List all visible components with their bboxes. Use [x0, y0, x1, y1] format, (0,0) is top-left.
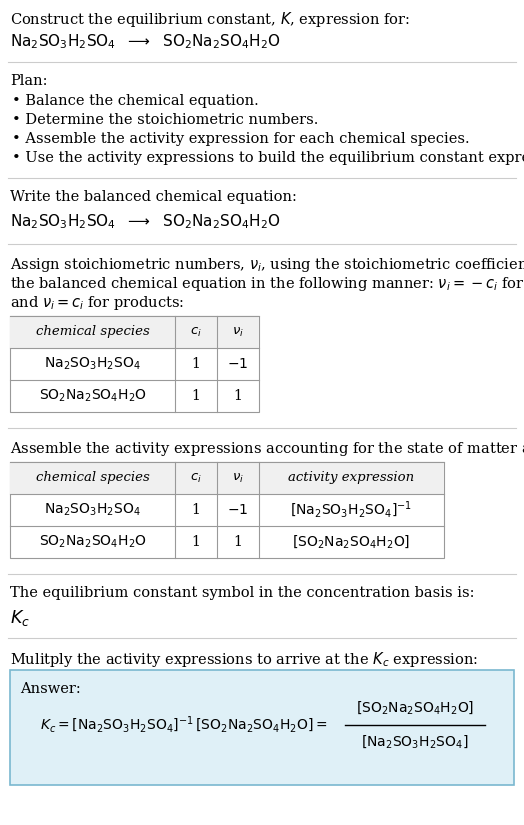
Text: Assemble the activity expressions accounting for the state of matter and $\nu_i$: Assemble the activity expressions accoun… — [10, 440, 524, 458]
Text: Write the balanced chemical equation:: Write the balanced chemical equation: — [10, 190, 297, 204]
Text: and $\nu_i = c_i$ for products:: and $\nu_i = c_i$ for products: — [10, 294, 184, 312]
Text: $\mathrm{SO_2Na_2SO_4H_2O}$: $\mathrm{SO_2Na_2SO_4H_2O}$ — [39, 388, 146, 404]
Text: • Use the activity expressions to build the equilibrium constant expression.: • Use the activity expressions to build … — [12, 151, 524, 165]
Text: activity expression: activity expression — [288, 472, 414, 484]
Text: 1: 1 — [192, 389, 201, 403]
Text: 1: 1 — [192, 503, 201, 517]
Bar — [10, 316, 259, 348]
Bar — [10, 670, 514, 785]
Text: 1: 1 — [234, 389, 243, 403]
Text: Assign stoichiometric numbers, $\nu_i$, using the stoichiometric coefficients, $: Assign stoichiometric numbers, $\nu_i$, … — [10, 256, 524, 274]
Text: $c_i$: $c_i$ — [190, 325, 202, 338]
Text: chemical species: chemical species — [36, 472, 149, 484]
Text: • Assemble the activity expression for each chemical species.: • Assemble the activity expression for e… — [12, 132, 470, 146]
Text: The equilibrium constant symbol in the concentration basis is:: The equilibrium constant symbol in the c… — [10, 586, 475, 600]
Bar — [10, 462, 444, 558]
Text: Answer:: Answer: — [20, 682, 81, 696]
Text: $K_c$: $K_c$ — [10, 608, 30, 628]
Bar — [10, 462, 444, 494]
Text: $-1$: $-1$ — [227, 503, 248, 517]
Text: the balanced chemical equation in the following manner: $\nu_i = -c_i$ for react: the balanced chemical equation in the fo… — [10, 275, 524, 293]
Text: $[\mathrm{SO_2Na_2SO_4H_2O}]$: $[\mathrm{SO_2Na_2SO_4H_2O}]$ — [356, 700, 474, 716]
Text: $\mathrm{SO_2Na_2SO_4H_2O}$: $\mathrm{SO_2Na_2SO_4H_2O}$ — [39, 534, 146, 550]
Text: Construct the equilibrium constant, $K$, expression for:: Construct the equilibrium constant, $K$,… — [10, 10, 410, 29]
Text: $\mathrm{Na_2SO_3H_2SO_4}$  $\longrightarrow$  $\mathrm{SO_2Na_2SO_4H_2O}$: $\mathrm{Na_2SO_3H_2SO_4}$ $\longrightar… — [10, 212, 281, 231]
Text: Mulitply the activity expressions to arrive at the $K_c$ expression:: Mulitply the activity expressions to arr… — [10, 650, 478, 669]
Text: $-1$: $-1$ — [227, 357, 248, 371]
Text: $[\mathrm{SO_2Na_2SO_4H_2O}]$: $[\mathrm{SO_2Na_2SO_4H_2O}]$ — [292, 534, 411, 550]
Text: 1: 1 — [192, 535, 201, 549]
Text: 1: 1 — [192, 357, 201, 371]
Text: $\mathrm{Na_2SO_3H_2SO_4}$: $\mathrm{Na_2SO_3H_2SO_4}$ — [44, 356, 141, 372]
Text: $[\mathrm{Na_2SO_3H_2SO_4}]$: $[\mathrm{Na_2SO_3H_2SO_4}]$ — [362, 733, 468, 751]
Text: • Balance the chemical equation.: • Balance the chemical equation. — [12, 94, 259, 108]
Text: $\mathrm{Na_2SO_3H_2SO_4}$: $\mathrm{Na_2SO_3H_2SO_4}$ — [44, 502, 141, 518]
Text: Plan:: Plan: — [10, 74, 48, 88]
Text: $c_i$: $c_i$ — [190, 471, 202, 484]
Text: $K_c = [\mathrm{Na_2SO_3H_2SO_4}]^{-1}\,[\mathrm{SO_2Na_2SO_4H_2O}] = $: $K_c = [\mathrm{Na_2SO_3H_2SO_4}]^{-1}\,… — [40, 714, 328, 735]
Text: $[\mathrm{Na_2SO_3H_2SO_4}]^{-1}$: $[\mathrm{Na_2SO_3H_2SO_4}]^{-1}$ — [290, 500, 412, 521]
Text: $\nu_i$: $\nu_i$ — [232, 325, 244, 338]
Text: • Determine the stoichiometric numbers.: • Determine the stoichiometric numbers. — [12, 113, 319, 127]
Text: $\nu_i$: $\nu_i$ — [232, 471, 244, 484]
Bar — [10, 316, 259, 412]
Text: $\mathrm{Na_2SO_3H_2SO_4}$  $\longrightarrow$  $\mathrm{SO_2Na_2SO_4H_2O}$: $\mathrm{Na_2SO_3H_2SO_4}$ $\longrightar… — [10, 32, 281, 50]
Text: chemical species: chemical species — [36, 326, 149, 338]
Text: 1: 1 — [234, 535, 243, 549]
